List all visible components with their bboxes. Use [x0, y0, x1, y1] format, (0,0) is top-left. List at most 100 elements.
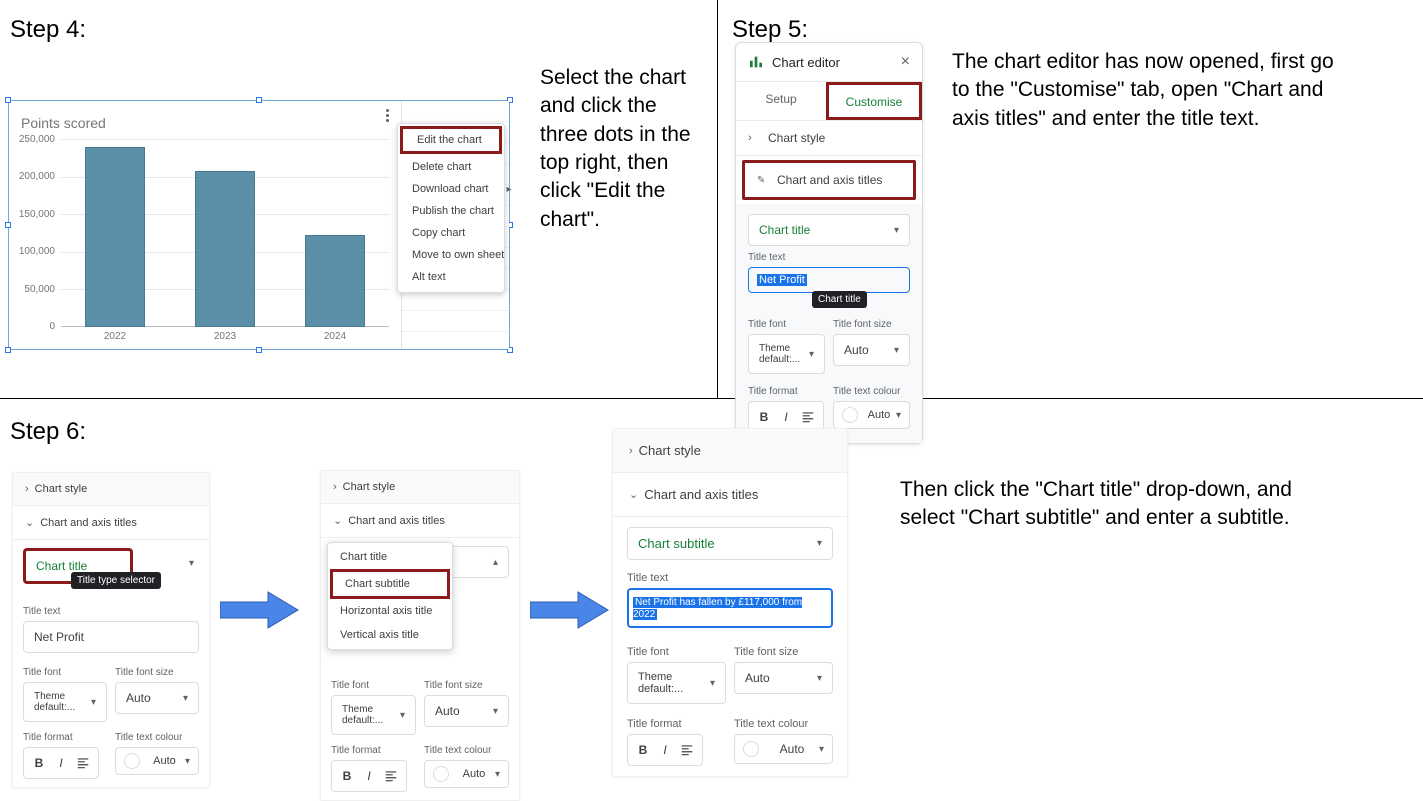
p2-title-colour-label: Title text colour	[424, 745, 509, 756]
dd-horizontal-axis-title[interactable]: Horizontal axis title	[328, 599, 452, 623]
arrow-icon	[530, 590, 610, 630]
bold-button[interactable]: B	[336, 765, 358, 787]
step5-instruction: The chart editor has now opened, first g…	[952, 48, 1354, 133]
caret-down-icon: ▾	[817, 673, 822, 684]
three-dots-icon[interactable]	[379, 107, 395, 123]
title-fontsize-select[interactable]: Auto ▾	[833, 334, 910, 366]
p1-title-font-label: Title font	[23, 667, 107, 678]
caret-down-icon: ▾	[189, 558, 194, 569]
p1-title-text-label: Title text	[23, 606, 199, 617]
chart-embed[interactable]: Points scored 250,000 200,000 150,000 10…	[8, 100, 510, 350]
step6-instruction: Then click the "Chart title" drop-down, …	[900, 476, 1340, 533]
p1-title-text-input[interactable]: Net Profit	[23, 621, 199, 653]
p2-title-fontsize-label: Title font size	[424, 680, 509, 691]
chart-title: Points scored	[21, 115, 106, 131]
ylabel-0: 0	[15, 321, 55, 332]
p1-chart-style-label: Chart style	[35, 483, 88, 495]
p2-title-font-select[interactable]: Theme default:...▾	[331, 695, 416, 735]
p1-section-chart-style[interactable]: › Chart style	[13, 473, 209, 506]
p3-title-fontsize-value: Auto	[745, 671, 770, 685]
step6-label: Step 6:	[10, 418, 86, 446]
p3-title-type-value: Chart subtitle	[638, 536, 715, 551]
p2-section-titles[interactable]: ⌄ Chart and axis titles	[321, 504, 519, 538]
caret-down-icon: ▾	[710, 678, 715, 689]
p3-title-font-value: Theme default:...	[638, 671, 710, 695]
dd-vertical-axis-title[interactable]: Vertical axis title	[328, 623, 452, 647]
caret-down-icon: ▾	[91, 697, 96, 708]
p3-title-colour-select[interactable]: Auto▾	[734, 734, 833, 764]
step5-label: Step 5:	[732, 16, 808, 44]
caret-down-icon: ▾	[183, 693, 188, 704]
section-chart-style[interactable]: › Chart style	[736, 121, 922, 156]
bold-button[interactable]: B	[632, 739, 654, 761]
tab-customise[interactable]: Customise	[826, 82, 922, 120]
p3-chart-style-label: Chart style	[639, 443, 701, 458]
xlabel-2023: 2023	[195, 331, 255, 342]
chevron-right-icon: ›	[333, 481, 337, 493]
colour-chip-icon	[743, 741, 759, 757]
ctx-move-own-sheet[interactable]: Move to own sheet	[398, 244, 504, 266]
caret-up-icon: ▴	[493, 557, 498, 568]
p1-section-titles[interactable]: ⌄ Chart and axis titles	[13, 506, 209, 540]
title-colour-select[interactable]: Auto ▾	[833, 401, 910, 429]
align-button[interactable]	[380, 765, 402, 787]
p1-title-fontsize-select[interactable]: Auto ▾	[115, 682, 199, 714]
italic-button[interactable]: I	[654, 739, 676, 761]
tab-setup[interactable]: Setup	[736, 82, 826, 120]
colour-chip-icon	[842, 407, 858, 423]
step6-panel1: › Chart style ⌄ Chart and axis titles Ch…	[12, 472, 210, 788]
ctx-delete-chart[interactable]: Delete chart	[398, 156, 504, 178]
section-chart-axis-titles-label: Chart and axis titles	[777, 173, 882, 187]
p2-chart-style-label: Chart style	[343, 481, 396, 493]
p2-title-format-label: Title format	[331, 745, 416, 756]
p1-titles-label: Chart and axis titles	[40, 517, 137, 529]
p3-title-font-select[interactable]: Theme default:...▾	[627, 662, 726, 704]
p3-title-colour-label: Title text colour	[734, 718, 833, 730]
ylabel-150000: 150,000	[15, 209, 55, 220]
italic-button[interactable]: I	[358, 765, 380, 787]
dd-chart-subtitle[interactable]: Chart subtitle	[330, 569, 450, 599]
chevron-right-icon: ›	[25, 483, 29, 495]
p2-title-colour-value: Auto	[463, 768, 486, 780]
ctx-copy-chart[interactable]: Copy chart	[398, 222, 504, 244]
p2-title-fontsize-select[interactable]: Auto▾	[424, 695, 509, 727]
p3-title-type-select[interactable]: Chart subtitle ▾	[627, 527, 833, 560]
p3-section-chart-style[interactable]: › Chart style	[613, 429, 847, 473]
ctx-publish-chart[interactable]: Publish the chart	[398, 200, 504, 222]
section-chart-axis-titles[interactable]: ✎ Chart and axis titles	[742, 160, 916, 200]
p1-title-font-select[interactable]: Theme default:...▾	[23, 682, 107, 722]
p1-title-colour-select[interactable]: Auto▾	[115, 747, 199, 775]
title-type-select[interactable]: Chart title ▾	[748, 214, 910, 246]
close-icon[interactable]: ×	[901, 53, 910, 71]
title-font-select[interactable]: Theme default:... ▾	[748, 334, 825, 374]
ctx-download-label: Download chart	[412, 183, 488, 195]
title-font-value: Theme default:...	[759, 343, 809, 365]
italic-button[interactable]: I	[775, 406, 797, 428]
align-button[interactable]	[676, 739, 698, 761]
p2-section-chart-style[interactable]: › Chart style	[321, 471, 519, 504]
p1-title-fontsize-label: Title font size	[115, 667, 199, 678]
p3-section-titles[interactable]: ⌄ Chart and axis titles	[613, 473, 847, 517]
dd-chart-title[interactable]: Chart title	[328, 545, 452, 569]
p2-title-colour-select[interactable]: Auto▾	[424, 760, 509, 788]
step6-panel2: › Chart style ⌄ Chart and axis titles ▴ …	[320, 470, 520, 801]
bar-2023	[195, 171, 255, 327]
colour-chip-icon	[433, 766, 449, 782]
ctx-alt-text[interactable]: Alt text	[398, 266, 504, 288]
p3-title-text-input[interactable]: Net Profit has fallen by £117,000 from 2…	[627, 588, 833, 628]
align-button[interactable]	[797, 406, 819, 428]
bold-button[interactable]: B	[28, 752, 50, 774]
chevron-down-icon: ⌄	[333, 514, 342, 527]
ctx-download-chart[interactable]: Download chart ▸	[398, 178, 504, 200]
chart-editor-icon	[748, 54, 764, 70]
title-font-label: Title font	[748, 319, 825, 330]
caret-down-icon: ▾	[894, 345, 899, 356]
bold-button[interactable]: B	[753, 406, 775, 428]
title-text-input[interactable]: Net Profit	[748, 267, 910, 293]
p1-title-fontsize-value: Auto	[126, 691, 151, 705]
align-button[interactable]	[72, 752, 94, 774]
p3-title-fontsize-select[interactable]: Auto ▾	[734, 662, 833, 694]
italic-button[interactable]: I	[50, 752, 72, 774]
p1-title-text-value: Net Profit	[34, 630, 84, 644]
ctx-edit-chart[interactable]: Edit the chart	[400, 126, 502, 154]
